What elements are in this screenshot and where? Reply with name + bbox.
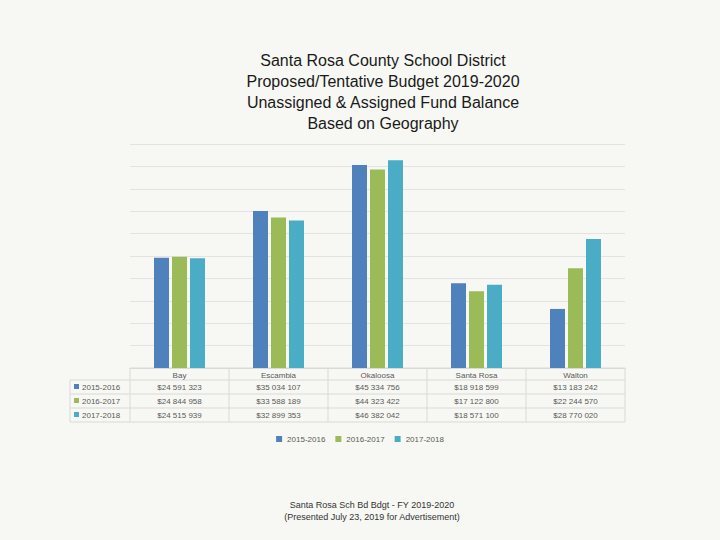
svg-text:$17 122 800: $17 122 800 [454,397,499,406]
svg-text:Based on Geography: Based on Geography [307,115,458,132]
svg-text:Santa Rosa: Santa Rosa [456,371,498,380]
svg-text:2016-2017: 2016-2017 [82,397,121,406]
svg-text:$35 034 107: $35 034 107 [256,383,301,392]
svg-text:$44 323 422: $44 323 422 [355,397,400,406]
svg-text:$18 918 599: $18 918 599 [454,383,499,392]
svg-text:2017-2018: 2017-2018 [406,435,445,444]
svg-text:2017-2018: 2017-2018 [82,411,121,420]
svg-text:Santa Rosa Sch Bd Bdgt - FY 20: Santa Rosa Sch Bd Bdgt - FY 2019-2020 [290,500,454,510]
svg-text:$13 183 242: $13 183 242 [553,383,598,392]
svg-text:Walton: Walton [563,371,588,380]
svg-text:$28 770 020: $28 770 020 [553,411,598,420]
svg-text:Santa Rosa County School Distr: Santa Rosa County School District [260,52,506,69]
svg-text:Okaloosa: Okaloosa [361,371,395,380]
svg-text:2015-2016: 2015-2016 [287,435,326,444]
svg-text:Proposed/Tentative Budget 2019: Proposed/Tentative Budget 2019-2020 [246,73,519,90]
svg-text:$45 334 756: $45 334 756 [355,383,400,392]
svg-text:Escambia: Escambia [261,371,297,380]
svg-text:(Presented July 23, 2019 for A: (Presented July 23, 2019 for Advertiseme… [284,512,460,522]
svg-text:$24 515 939: $24 515 939 [157,411,202,420]
svg-text:$24 591 323: $24 591 323 [157,383,202,392]
svg-text:$32 899 353: $32 899 353 [256,411,301,420]
svg-text:2016-2017: 2016-2017 [346,435,385,444]
svg-text:Unassigned & Assigned Fund Bal: Unassigned & Assigned Fund Balance [247,94,519,111]
svg-text:$22 244 570: $22 244 570 [553,397,598,406]
svg-text:$24 844 958: $24 844 958 [157,397,202,406]
svg-text:$18 571 100: $18 571 100 [454,411,499,420]
svg-text:Bay: Bay [173,371,187,380]
svg-text:2015-2016: 2015-2016 [82,383,121,392]
svg-text:$46 382 042: $46 382 042 [355,411,400,420]
svg-text:$33 588 189: $33 588 189 [256,397,301,406]
